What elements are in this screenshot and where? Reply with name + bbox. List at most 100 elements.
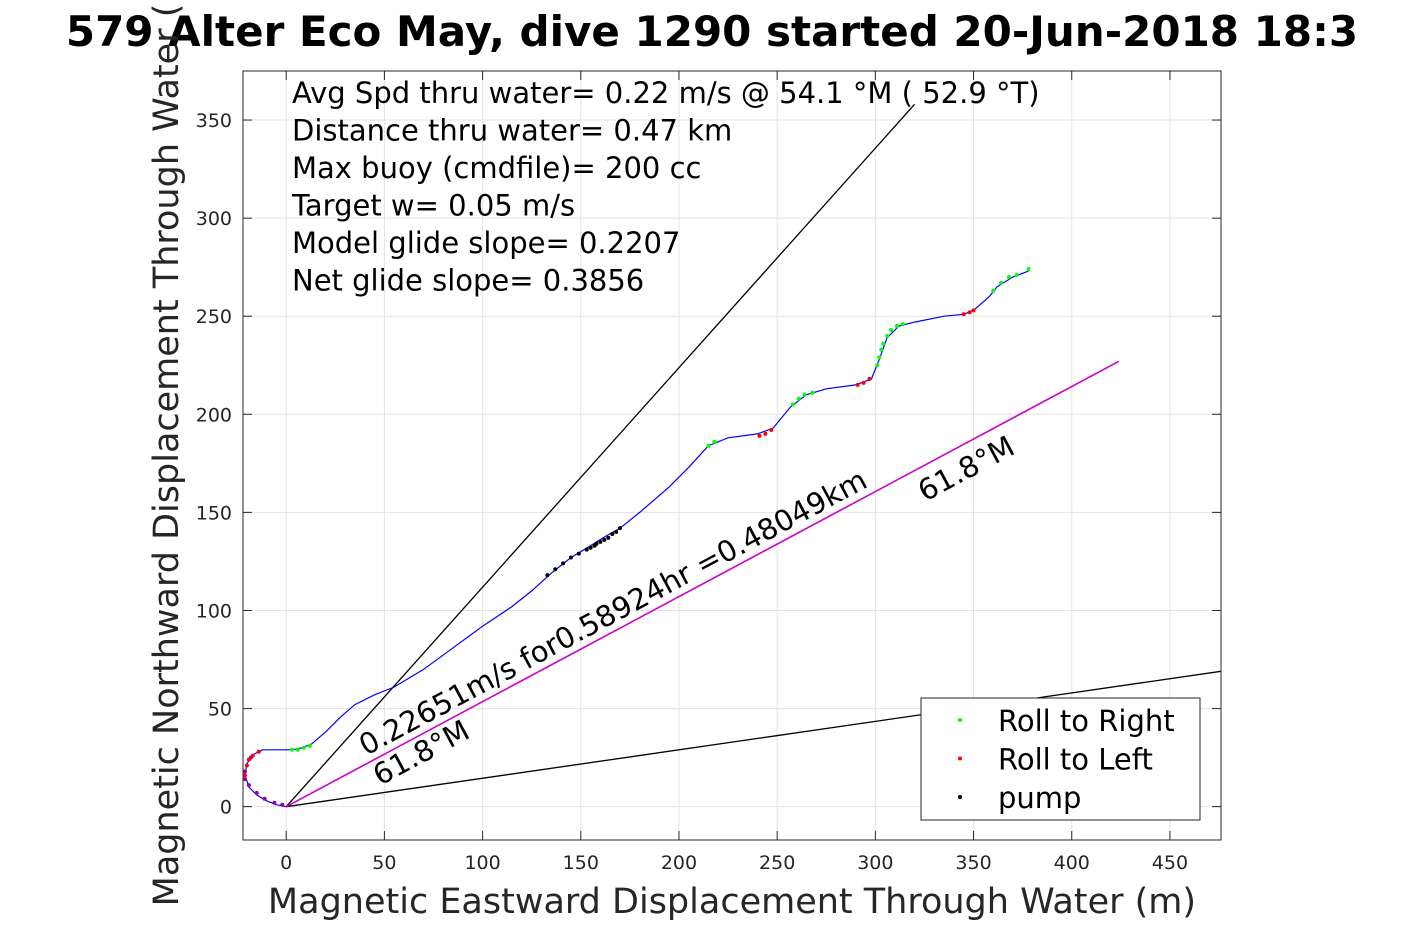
info-text-block: Avg Spd thru water= 0.22 m/s @ 54.1 °M (… — [291, 76, 1040, 298]
legend-label: pump — [998, 781, 1081, 815]
roll-right-point — [307, 743, 312, 748]
roll-right-point — [889, 327, 894, 332]
y-tick-label: 250 — [196, 306, 232, 328]
dive-track-line — [244, 270, 1029, 808]
roll-right-point — [877, 355, 882, 360]
legend-marker — [958, 795, 962, 799]
y-tick-label: 200 — [196, 404, 232, 426]
x-tick-label: 400 — [1054, 852, 1090, 874]
roll-right-point — [802, 392, 807, 397]
y-axis-label: Magnetic Northward Displacement Through … — [147, 4, 187, 907]
pump-point — [561, 561, 566, 566]
roll-left-point — [971, 308, 976, 313]
roll-right-point — [1026, 267, 1031, 272]
roll-right-point — [1014, 273, 1019, 278]
info-line: Target w= 0.05 m/s — [291, 189, 575, 223]
roll-right-point — [810, 390, 815, 395]
x-axis-label: Magnetic Eastward Displacement Through W… — [268, 882, 1196, 922]
y-tick-label: 0 — [220, 797, 232, 819]
track-point — [254, 790, 259, 795]
x-tick-label: 0 — [280, 852, 292, 874]
x-tick-label: 200 — [661, 852, 697, 874]
y-tick-label: 50 — [208, 699, 232, 721]
pump-point — [584, 547, 589, 552]
info-line: Net glide slope= 0.3856 — [292, 264, 644, 298]
heading-line — [285, 360, 1120, 808]
roll-right-point — [295, 747, 300, 752]
chart-title: 579 Alter Eco May, dive 1290 started 20-… — [66, 7, 1358, 56]
roll-right-point — [301, 745, 306, 750]
roll-right-point — [706, 443, 711, 448]
roll-left-point — [867, 376, 872, 381]
plot-lines — [244, 103, 1221, 808]
pump-point — [594, 541, 599, 546]
track-point — [246, 783, 251, 788]
legend-marker — [958, 718, 962, 722]
pump-point — [553, 567, 558, 572]
roll-left-point — [244, 763, 249, 768]
roll-right-point — [900, 322, 905, 327]
roll-right-point — [999, 280, 1004, 285]
y-tick-label: 300 — [196, 208, 232, 230]
pump-point — [614, 530, 619, 535]
pump-point — [610, 531, 615, 536]
plot-points — [243, 267, 1031, 807]
roll-left-point — [243, 773, 247, 778]
pump-point — [618, 526, 623, 531]
axis-ticks: 0 50 100 150 200 250 300 350 400 450 0 50 100 150 200 2… — [196, 71, 1221, 874]
roll-right-point — [290, 747, 295, 752]
track-point — [262, 796, 267, 801]
roll-left-point — [861, 380, 866, 385]
guide-line — [286, 670, 1221, 808]
roll-left-point — [246, 757, 251, 762]
guide-line — [285, 103, 916, 808]
roll-right-point — [881, 341, 886, 346]
info-line: Distance thru water= 0.47 km — [292, 114, 732, 148]
pump-point — [598, 539, 603, 544]
x-tick-label: 450 — [1152, 852, 1188, 874]
legend-marker — [958, 756, 962, 761]
roll-right-point — [712, 439, 717, 444]
info-line: Max buoy (cmdfile)= 200 cc — [292, 151, 701, 185]
roll-left-point — [855, 382, 860, 387]
y-tick-label: 100 — [196, 600, 232, 622]
x-tick-label: 300 — [857, 852, 893, 874]
pump-point — [568, 555, 573, 560]
roll-left-point — [250, 753, 255, 758]
legend-box — [920, 697, 1201, 821]
info-line: Avg Spd thru water= 0.22 m/s @ 54.1 °M (… — [292, 76, 1040, 110]
track-point — [272, 800, 277, 805]
x-tick-label: 100 — [464, 852, 500, 874]
roll-left-point — [763, 431, 768, 436]
x-tick-label: 250 — [759, 852, 795, 874]
roll-left-point — [769, 427, 774, 432]
roll-right-point — [894, 324, 899, 329]
pump-point — [576, 551, 581, 556]
track-point — [243, 777, 247, 782]
roll-left-point — [961, 312, 966, 317]
roll-right-point — [796, 396, 801, 401]
pump-point — [588, 545, 593, 550]
legend-label: Roll to Right — [998, 704, 1175, 738]
x-tick-label: 150 — [563, 852, 599, 874]
pump-point — [606, 535, 611, 540]
roll-right-point — [875, 363, 880, 368]
y-tick-label: 350 — [196, 110, 232, 132]
track-point — [243, 769, 247, 774]
roll-left-point — [967, 310, 972, 315]
roll-right-point — [879, 347, 884, 352]
y-tick-label: 150 — [196, 502, 232, 524]
roll-right-point — [1006, 274, 1011, 279]
pump-point — [602, 537, 607, 542]
legend: Roll to Right Roll to Left pump — [920, 697, 1201, 821]
roll-left-point — [757, 433, 762, 438]
roll-left-point — [256, 749, 261, 754]
roll-right-point — [790, 402, 795, 407]
legend-label: Roll to Left — [998, 743, 1153, 777]
roll-right-point — [885, 333, 890, 338]
track-point — [280, 802, 285, 807]
roll-right-point — [991, 288, 996, 293]
info-line: Model glide slope= 0.2207 — [292, 226, 680, 260]
plot-frame — [242, 70, 1222, 841]
